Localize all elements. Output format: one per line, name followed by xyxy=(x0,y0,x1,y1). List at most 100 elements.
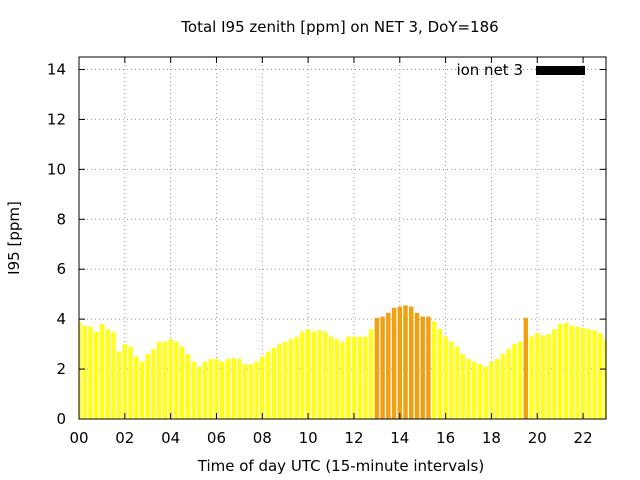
bar xyxy=(351,336,357,419)
bar xyxy=(197,366,202,419)
bar xyxy=(185,354,191,419)
bar xyxy=(156,341,162,419)
axis-ticks xyxy=(78,57,606,420)
bar xyxy=(552,329,557,419)
bar xyxy=(523,317,529,419)
bar xyxy=(300,331,305,419)
bar xyxy=(414,312,420,419)
bar xyxy=(460,354,466,419)
bar xyxy=(174,341,179,419)
chart-title: Total I95 zenith [ppm] on NET 3, DoY=186 xyxy=(180,18,498,36)
bar xyxy=(603,339,606,419)
bar xyxy=(260,356,265,419)
bar xyxy=(340,341,345,419)
bar xyxy=(151,349,156,419)
bar xyxy=(139,361,145,419)
bar xyxy=(248,364,254,419)
bar xyxy=(483,366,488,419)
x-tick-label: 04 xyxy=(161,429,180,447)
y-tick-label: 6 xyxy=(56,260,66,278)
bar xyxy=(431,321,437,419)
bar xyxy=(282,341,288,419)
bar xyxy=(363,336,368,419)
bar xyxy=(191,361,196,419)
bar xyxy=(345,336,351,419)
bar xyxy=(391,307,397,419)
bar xyxy=(116,351,122,419)
legend-swatch xyxy=(536,66,585,75)
bar xyxy=(254,361,259,419)
bar xyxy=(357,336,362,419)
bar xyxy=(277,344,282,419)
x-tick-label: 06 xyxy=(207,429,226,447)
x-tick-label: 00 xyxy=(69,429,88,447)
bar xyxy=(409,306,414,419)
bar xyxy=(437,329,443,419)
bar xyxy=(294,336,299,419)
bar xyxy=(586,329,592,419)
bar xyxy=(128,346,133,419)
bar xyxy=(374,317,380,419)
bar xyxy=(477,364,483,419)
bar xyxy=(168,339,173,419)
bar xyxy=(472,361,477,419)
bar xyxy=(506,349,511,419)
y-axis-label: I95 [ppm] xyxy=(5,201,23,275)
y-tick-label: 4 xyxy=(56,310,66,328)
legend-label: ion net 3 xyxy=(456,61,523,79)
bar xyxy=(265,351,271,419)
bar xyxy=(271,347,276,419)
x-tick-label: 12 xyxy=(344,429,363,447)
bar xyxy=(305,329,311,419)
bar xyxy=(82,325,87,419)
bar xyxy=(546,334,551,419)
bar xyxy=(237,359,242,419)
bar xyxy=(500,354,506,419)
bar xyxy=(512,344,517,419)
bar xyxy=(162,341,168,419)
bar xyxy=(494,359,500,419)
y-tick-label: 12 xyxy=(47,110,66,128)
bar xyxy=(529,336,534,419)
bar xyxy=(380,316,385,419)
bar xyxy=(449,341,454,419)
bar xyxy=(334,339,340,419)
x-tick-labels: 00 02 04 06 08 10 12 14 16 18 20 22 xyxy=(69,429,592,447)
y-tick-label: 14 xyxy=(47,60,66,78)
x-axis-label: Time of day UTC (15-minute intervals) xyxy=(197,457,484,475)
bar xyxy=(311,331,317,419)
y-tick-labels: 0 2 4 6 8 10 12 14 xyxy=(47,60,66,428)
x-tick-label: 14 xyxy=(390,429,409,447)
x-tick-label: 22 xyxy=(574,429,593,447)
bar xyxy=(208,359,213,419)
bar xyxy=(454,346,460,419)
x-tick-label: 08 xyxy=(253,429,272,447)
bar xyxy=(426,316,431,419)
bar xyxy=(105,329,110,419)
bar xyxy=(219,361,225,419)
bar xyxy=(403,305,408,419)
bar xyxy=(323,331,328,419)
bar xyxy=(397,306,403,419)
bar xyxy=(368,329,374,419)
bar xyxy=(580,327,586,419)
bar xyxy=(386,312,391,419)
bar xyxy=(79,321,82,419)
bar xyxy=(145,354,150,419)
bar xyxy=(420,316,425,419)
x-tick-label: 18 xyxy=(482,429,501,447)
bar xyxy=(231,357,236,419)
bar xyxy=(569,325,574,419)
bar xyxy=(202,361,208,419)
bar xyxy=(288,339,294,419)
y-tick-label: 2 xyxy=(56,360,66,378)
grid xyxy=(79,57,606,419)
bar xyxy=(598,332,603,419)
bar xyxy=(225,359,231,419)
bar xyxy=(535,332,540,419)
bar xyxy=(443,336,448,419)
bar xyxy=(214,359,219,419)
y-tick-label: 10 xyxy=(47,160,66,178)
bars xyxy=(79,305,606,419)
